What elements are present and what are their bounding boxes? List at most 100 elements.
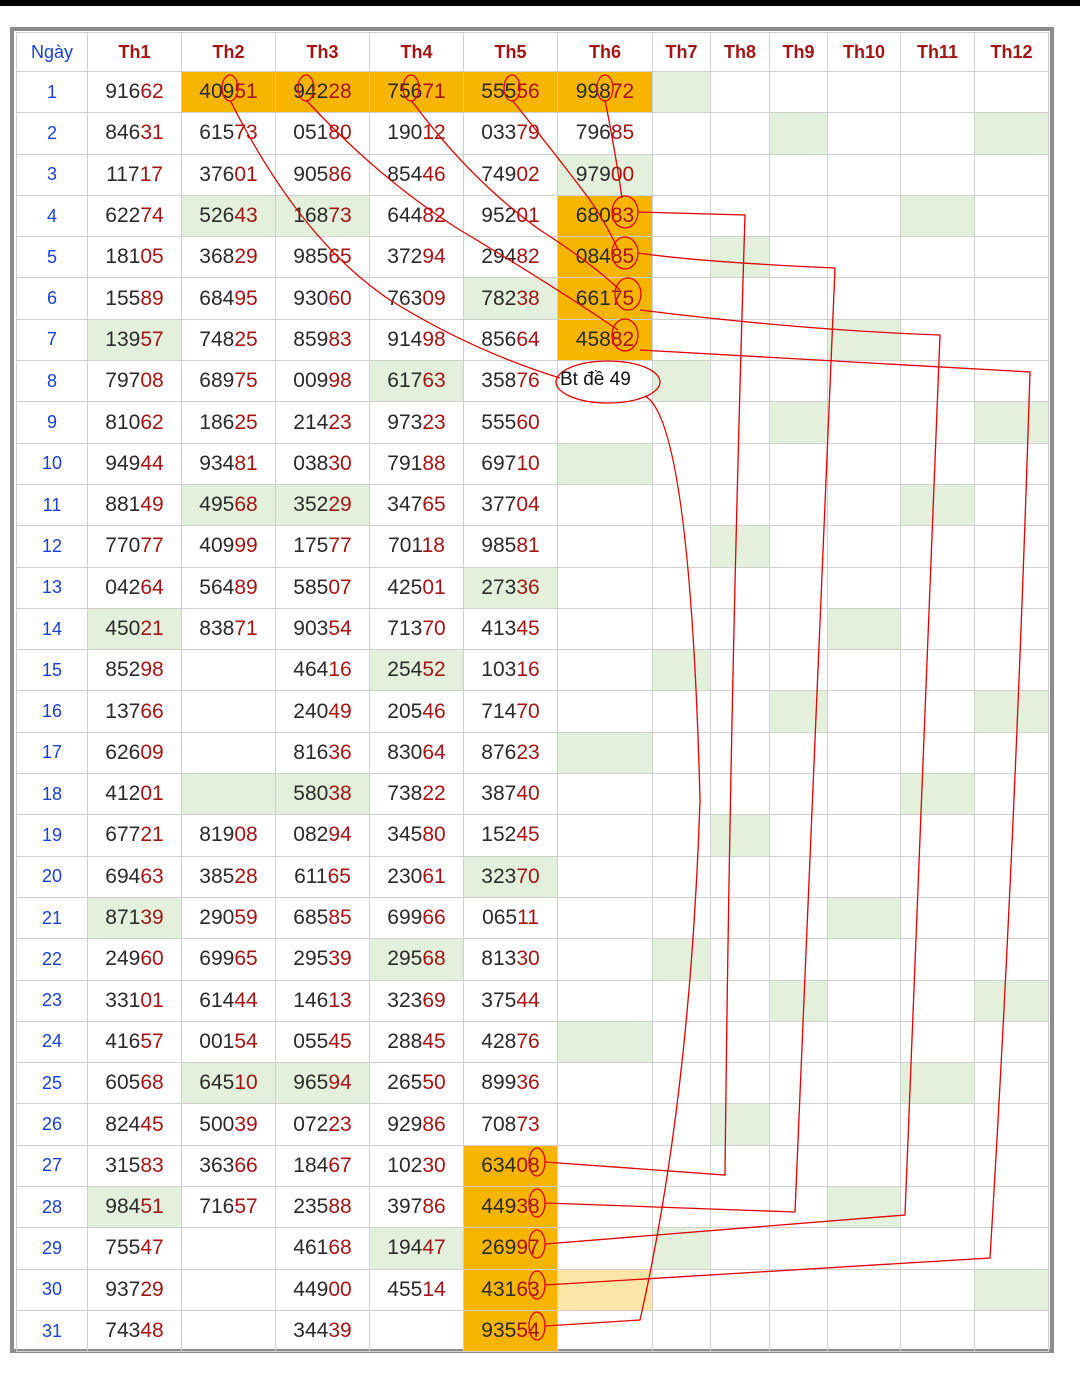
- result-prefix: 358: [481, 369, 517, 393]
- result-cell: [900, 649, 975, 692]
- result-cell: 42501: [369, 566, 464, 609]
- result-cell: 69966: [369, 896, 464, 940]
- result-prefix: 409: [199, 534, 235, 558]
- result-cell: 45021: [87, 607, 182, 651]
- result-prefix: 051: [293, 121, 329, 145]
- result-tail: 04: [516, 493, 540, 517]
- result-cell: [827, 525, 901, 568]
- result-cell: 62609: [87, 731, 182, 775]
- result-cell: 41201: [87, 773, 182, 816]
- result-prefix: 965: [293, 1071, 329, 1095]
- result-prefix: 755: [105, 1236, 141, 1260]
- result-cell: 32370: [463, 855, 558, 898]
- result-cell: 87139: [87, 896, 182, 940]
- result-prefix: 526: [199, 204, 235, 228]
- result-cell: 44900: [275, 1268, 370, 1311]
- result-cell: [974, 401, 1049, 444]
- result-tail: 09: [140, 740, 164, 764]
- result-cell: 68495: [181, 277, 276, 320]
- result-cell: [652, 1103, 711, 1146]
- result-cell: 00998: [275, 360, 370, 403]
- result-cell: 85664: [463, 318, 558, 362]
- result-tail: 76: [516, 369, 540, 393]
- result-prefix: 871: [105, 906, 141, 930]
- result-cell: [652, 1309, 711, 1353]
- result-cell: [557, 855, 653, 898]
- day-number: 5: [16, 236, 88, 279]
- result-cell: [652, 938, 711, 981]
- result-prefix: 749: [481, 162, 517, 186]
- result-cell: 63408: [463, 1144, 558, 1188]
- table-row: 13 04264 56489 58507 42501 27336: [16, 566, 1049, 609]
- result-prefix: 934: [199, 451, 235, 475]
- result-cell: 04264: [87, 566, 182, 609]
- result-tail: 22: [422, 782, 446, 806]
- result-tail: 29: [234, 245, 258, 269]
- result-cell: [900, 70, 975, 114]
- result-cell: 64510: [181, 1062, 276, 1105]
- result-cell: [652, 773, 711, 816]
- result-tail: 60: [140, 947, 164, 971]
- result-cell: 00154: [181, 1020, 276, 1064]
- result-cell: [769, 1144, 828, 1188]
- result-prefix: 937: [105, 1277, 141, 1301]
- result-cell: [974, 360, 1049, 403]
- result-prefix: 117: [106, 162, 140, 186]
- result-tail: 44: [140, 451, 164, 475]
- column-header-month: Th12: [974, 32, 1049, 72]
- result-tail: 47: [422, 1236, 446, 1260]
- day-number: 8: [16, 360, 88, 403]
- day-number: 31: [16, 1309, 88, 1353]
- result-cell: [827, 731, 901, 775]
- result-cell: 90586: [275, 153, 370, 196]
- result-prefix: 168: [293, 204, 329, 228]
- result-cell: 68585: [275, 896, 370, 940]
- result-tail: 10: [516, 451, 540, 475]
- column-header-month: Th7: [652, 32, 711, 72]
- column-header-month: Th11: [900, 32, 975, 72]
- result-prefix: 791: [387, 451, 423, 475]
- result-tail: 85: [328, 906, 352, 930]
- result-prefix: 816: [293, 740, 329, 764]
- result-prefix: 290: [199, 906, 235, 930]
- result-cell: [557, 1227, 653, 1270]
- result-cell: [974, 1062, 1049, 1105]
- column-header-month: Th1: [87, 32, 182, 72]
- day-number: 10: [16, 442, 88, 485]
- result-prefix: 622: [105, 204, 141, 228]
- result-prefix: 952: [481, 204, 517, 228]
- table-row: 6 15589 68495 93060 76309 78238 66175: [16, 277, 1049, 320]
- result-tail: 60: [516, 410, 540, 434]
- result-prefix: 352: [293, 493, 329, 517]
- result-cell: [557, 1144, 653, 1188]
- result-cell: [974, 773, 1049, 816]
- result-tail: 49: [140, 493, 164, 517]
- result-prefix: 905: [293, 162, 329, 186]
- result-prefix: 797: [105, 369, 141, 393]
- result-cell: [181, 1309, 276, 1353]
- result-cell: 79708: [87, 360, 182, 403]
- result-cell: [769, 814, 828, 857]
- result-cell: 93554: [463, 1309, 558, 1353]
- result-cell: 77077: [87, 525, 182, 568]
- day-number: 6: [16, 277, 88, 320]
- result-cell: 40999: [181, 525, 276, 568]
- result-cell: [557, 483, 653, 527]
- result-tail: 18: [421, 534, 445, 558]
- result-cell: 40951: [181, 70, 276, 114]
- result-cell: [181, 1227, 276, 1270]
- day-number: 16: [16, 690, 88, 733]
- result-prefix: 205: [387, 699, 423, 723]
- result-prefix: 372: [387, 245, 423, 269]
- result-cell: [769, 483, 828, 527]
- result-cell: [974, 318, 1049, 362]
- result-prefix: 288: [387, 1029, 423, 1053]
- result-cell: [652, 731, 711, 775]
- day-number: 7: [16, 318, 88, 362]
- result-cell: [710, 607, 770, 651]
- result-cell: [900, 525, 975, 568]
- result-cell: [974, 896, 1049, 940]
- result-cell: [827, 938, 901, 981]
- result-tail: 64: [422, 740, 446, 764]
- result-prefix: 856: [481, 327, 517, 351]
